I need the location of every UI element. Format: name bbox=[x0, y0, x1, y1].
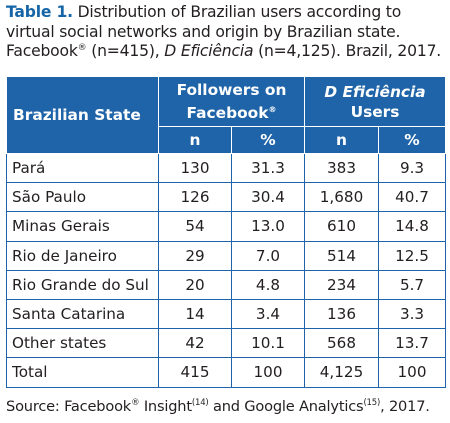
fb-pct-cell: 31.3 bbox=[230, 152, 306, 184]
header-de-pct: % bbox=[378, 126, 447, 154]
state-name: Total bbox=[6, 357, 159, 388]
total-row: Total 415 100 4,125 100 bbox=[6, 357, 447, 388]
de-n-cell: 568 bbox=[304, 328, 380, 359]
de-pct-cell: 14.8 bbox=[378, 211, 447, 242]
fb-pct-cell: 3.4 bbox=[230, 298, 306, 330]
fb-n-cell: 415 bbox=[158, 357, 232, 388]
state-name: Santa Catarina bbox=[6, 298, 159, 330]
table-row: Minas Gerais 54 13.0 610 14.8 bbox=[6, 211, 447, 242]
header-row-sub: n % n % bbox=[7, 126, 447, 154]
fb-n-cell: 130 bbox=[158, 152, 232, 184]
de-pct-cell: 5.7 bbox=[378, 269, 447, 300]
caption-text-2: (n=415), bbox=[86, 42, 165, 60]
fb-n-cell: 126 bbox=[158, 182, 232, 213]
table-row: Rio de Janeiro 29 7.0 514 12.5 bbox=[6, 240, 447, 271]
table-label: Table 1. bbox=[6, 3, 73, 21]
table-row: Rio Grande do Sul 20 4.8 234 5.7 bbox=[6, 269, 447, 300]
state-name: Rio Grande do Sul bbox=[6, 269, 159, 300]
fb-pct-cell: 4.8 bbox=[230, 269, 306, 300]
de-n-cell: 383 bbox=[304, 152, 380, 184]
de-n-cell: 4,125 bbox=[304, 357, 380, 388]
header-deficiencia-users: D Eficiência Users bbox=[304, 76, 447, 127]
fb-pct-cell: 100 bbox=[230, 357, 306, 388]
fb-n-cell: 29 bbox=[158, 240, 232, 271]
caption-text-3: (n=4,125). Brazil, 2017. bbox=[253, 42, 442, 60]
de-pct-cell: 12.5 bbox=[378, 240, 447, 271]
de-n-cell: 234 bbox=[304, 269, 380, 300]
state-name: São Paulo bbox=[6, 182, 159, 213]
table-caption: Table 1. Distribution of Brazilian users… bbox=[6, 3, 446, 62]
de-n-cell: 610 bbox=[304, 211, 380, 242]
fb-n-cell: 54 bbox=[158, 211, 232, 242]
caption-italic-name: D Eficiência bbox=[164, 42, 254, 60]
reference-14: (14) bbox=[191, 398, 209, 409]
de-n-cell: 1,680 bbox=[304, 182, 380, 213]
fb-pct-cell: 30.4 bbox=[230, 182, 306, 213]
de-pct-cell: 13.7 bbox=[378, 328, 447, 359]
header-row-top: Brazilian State Followers on Facebook® D… bbox=[6, 76, 447, 154]
state-name: Rio de Janeiro bbox=[6, 240, 159, 271]
reference-15: (15) bbox=[363, 398, 381, 409]
table-row: Santa Catarina 14 3.4 136 3.3 bbox=[6, 298, 447, 330]
state-name: Pará bbox=[6, 152, 159, 184]
header-de-n: n bbox=[304, 126, 380, 154]
fb-n-cell: 42 bbox=[158, 328, 232, 359]
registered-mark: ® bbox=[77, 42, 87, 53]
de-pct-cell: 100 bbox=[378, 357, 447, 388]
header-fb-n: n bbox=[158, 126, 232, 154]
fb-pct-cell: 13.0 bbox=[230, 211, 306, 242]
de-n-cell: 514 bbox=[304, 240, 380, 271]
source-note: Source: Facebook® Insight(14) and Google… bbox=[6, 398, 430, 415]
header-brazilian-state: Brazilian State bbox=[6, 76, 159, 154]
fb-pct-cell: 10.1 bbox=[230, 328, 306, 359]
de-pct-cell: 3.3 bbox=[378, 298, 447, 330]
de-pct-cell: 9.3 bbox=[378, 152, 447, 184]
registered-mark: ® bbox=[131, 398, 140, 409]
de-n-cell: 136 bbox=[304, 298, 380, 330]
table-row: Pará 130 31.3 383 9.3 bbox=[6, 152, 447, 184]
state-name: Minas Gerais bbox=[6, 211, 159, 242]
caption-text-1: Distribution of Brazilian users accordin… bbox=[6, 3, 402, 60]
table-row: São Paulo 126 30.4 1,680 40.7 bbox=[6, 182, 447, 213]
data-table: Brazilian State Followers on Facebook® D… bbox=[6, 76, 447, 388]
fb-n-cell: 20 bbox=[158, 269, 232, 300]
table-row: Other states 42 10.1 568 13.7 bbox=[6, 328, 447, 359]
fb-n-cell: 14 bbox=[158, 298, 232, 330]
header-fb-pct: % bbox=[230, 126, 306, 154]
fb-pct-cell: 7.0 bbox=[230, 240, 306, 271]
state-name: Other states bbox=[6, 328, 159, 359]
header-facebook-followers: Followers on Facebook® bbox=[157, 76, 306, 127]
de-pct-cell: 40.7 bbox=[378, 182, 447, 213]
